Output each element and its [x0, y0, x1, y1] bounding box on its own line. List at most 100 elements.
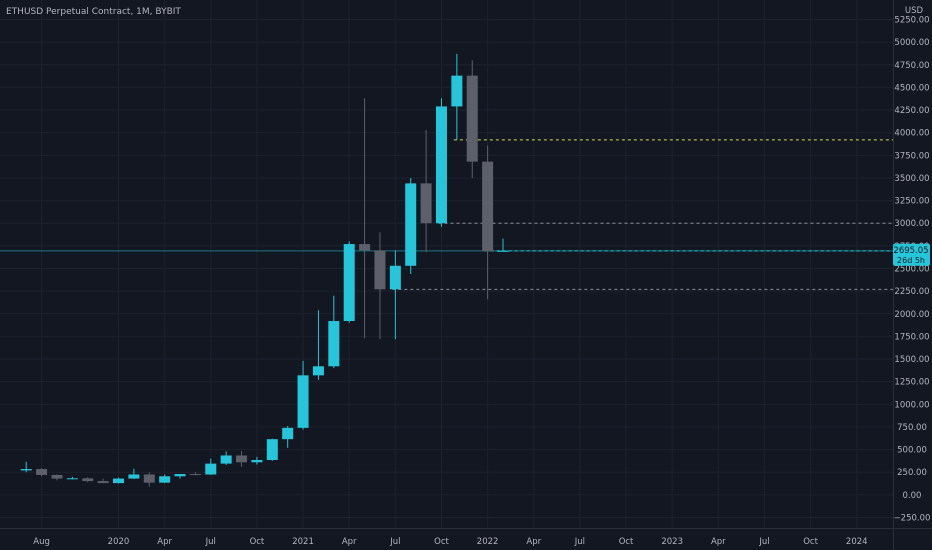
- y-tick-label: 4000.00: [894, 129, 929, 139]
- candle: [82, 477, 94, 483]
- candle-body: [97, 481, 109, 484]
- candle-body: [466, 75, 478, 162]
- x-tick-label: 2020: [108, 537, 130, 547]
- candle-body: [359, 244, 371, 251]
- candle-body: [497, 250, 509, 252]
- candle-body: [20, 469, 32, 471]
- x-tick-label: Apr: [342, 537, 357, 547]
- price-axis-currency: USD: [905, 6, 924, 16]
- candle-body: [236, 455, 248, 463]
- y-tick-label: 3250.00: [894, 197, 929, 207]
- y-tick-label: 2000.00: [894, 310, 929, 320]
- candle: [189, 472, 201, 476]
- price-axis[interactable]: USD −250.00 0.00 250.00 500.00 750.00 1000.00…: [894, 6, 931, 524]
- candle: [482, 145, 494, 300]
- bar-countdown: 26d 5h: [897, 256, 925, 265]
- candle: [312, 310, 324, 380]
- candle: [113, 477, 124, 484]
- candle-body: [189, 474, 201, 476]
- candle-body: [435, 106, 447, 224]
- candle-body: [51, 474, 63, 479]
- candle-body: [205, 463, 217, 475]
- x-tick-label: Oct: [803, 537, 818, 547]
- candle-body: [266, 439, 278, 461]
- candle-body: [451, 75, 463, 107]
- candle: [466, 60, 478, 178]
- candle-body: [82, 478, 94, 482]
- candle: [297, 360, 309, 430]
- x-tick-label: Oct: [434, 537, 449, 547]
- candle: [405, 177, 417, 274]
- candle: [143, 472, 155, 487]
- candle: [20, 461, 32, 473]
- y-tick-label: −250.00: [894, 514, 931, 524]
- candle-body: [174, 474, 186, 477]
- candle-body: [374, 250, 386, 290]
- candle-body: [343, 244, 355, 322]
- x-tick-label: 2021: [292, 537, 314, 547]
- candle: [343, 241, 355, 323]
- x-tick-label: Apr: [711, 537, 726, 547]
- candle-body: [420, 183, 432, 224]
- candle: [236, 450, 248, 467]
- y-tick-label: 500.00: [897, 446, 927, 456]
- candle-body: [312, 366, 324, 376]
- y-tick-label: 250.00: [897, 468, 927, 478]
- candle: [497, 238, 509, 252]
- candle: [66, 476, 78, 480]
- y-tick-label: 1500.00: [894, 355, 929, 365]
- candle: [420, 129, 432, 253]
- y-tick-label: 3750.00: [894, 151, 929, 161]
- candle: [359, 98, 371, 339]
- candles-layer: [20, 53, 509, 487]
- candle: [389, 250, 401, 340]
- y-tick-label: 750.00: [897, 423, 927, 433]
- y-tick-label: 4750.00: [894, 61, 929, 71]
- candle: [174, 474, 186, 479]
- y-tick-label: 2500.00: [894, 265, 929, 275]
- candle-body: [482, 161, 494, 252]
- y-tick-label: 3500.00: [894, 174, 929, 184]
- candle: [205, 458, 217, 475]
- time-axis[interactable]: Aug 2020 Apr Jul Oct 2021 Apr Jul Oct 2022 Apr Jul O…: [33, 537, 867, 547]
- last-price-tag: 2695.05 26d 5h: [893, 243, 930, 266]
- candle: [435, 98, 447, 227]
- candle-body: [66, 478, 78, 480]
- candle: [282, 426, 294, 448]
- last-price-value: 2695.05: [893, 246, 928, 256]
- x-tick-label: Jul: [205, 537, 216, 547]
- candle: [220, 451, 232, 465]
- x-tick-label: Jul: [574, 537, 585, 547]
- levels-layer: [0, 139, 893, 290]
- y-tick-label: 1000.00: [894, 400, 929, 410]
- candle-body: [113, 478, 124, 484]
- y-tick-label: 4250.00: [894, 106, 929, 116]
- candle-body: [128, 474, 140, 479]
- candle: [36, 468, 48, 477]
- y-tick-label: 2250.00: [894, 287, 929, 297]
- candle-body: [159, 476, 171, 483]
- y-tick-label: 1750.00: [894, 332, 929, 342]
- candle: [328, 295, 340, 369]
- candle: [251, 456, 263, 465]
- y-tick-label: 1250.00: [894, 378, 929, 388]
- x-tick-label: Apr: [157, 537, 172, 547]
- candle: [159, 474, 171, 484]
- x-tick-label: Oct: [250, 537, 265, 547]
- y-tick-label: 5000.00: [894, 38, 929, 48]
- candle-body: [328, 321, 340, 367]
- candle: [51, 474, 63, 481]
- candle: [128, 468, 140, 480]
- y-tick-label: 5250.00: [894, 16, 929, 26]
- candle-body: [36, 469, 48, 475]
- x-tick-label: Oct: [619, 537, 634, 547]
- candle-body: [282, 427, 294, 440]
- candle: [266, 438, 278, 461]
- candle-body: [143, 474, 155, 483]
- candle-body: [220, 455, 232, 464]
- x-tick-label: Aug: [33, 537, 50, 547]
- x-tick-label: Apr: [526, 537, 541, 547]
- chart-title: ETHUSD Perpetual Contract, 1M, BYBIT: [6, 7, 181, 17]
